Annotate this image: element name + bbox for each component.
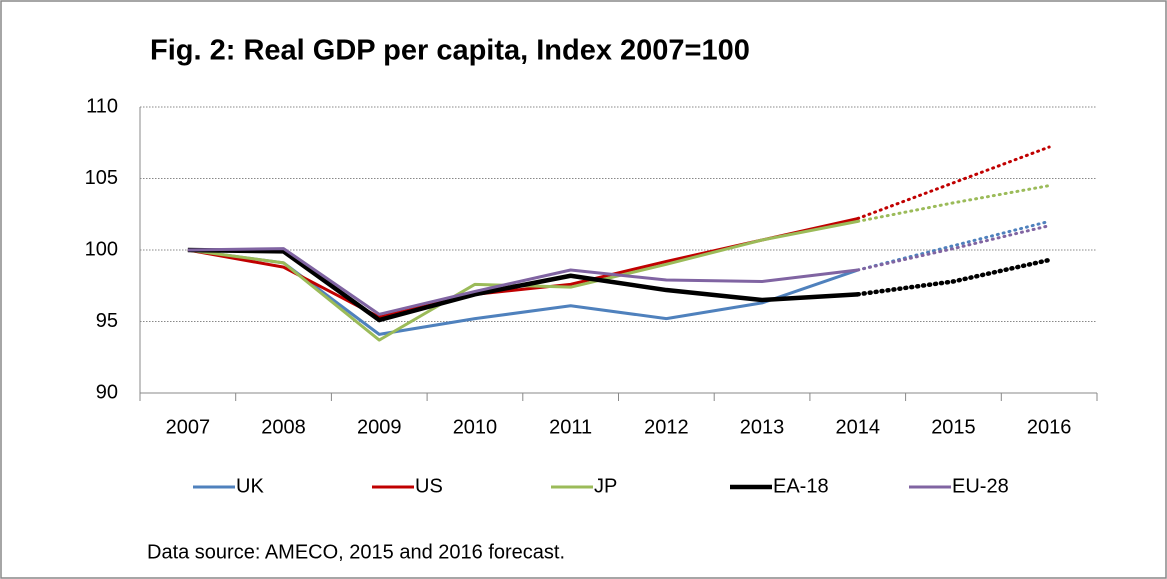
x-tick-label: 2008 xyxy=(261,416,306,438)
legend-label: EA-18 xyxy=(773,475,829,497)
forecast-line xyxy=(856,145,1051,221)
line xyxy=(187,247,858,316)
forecast-line xyxy=(856,184,1051,223)
y-tick-label: 105 xyxy=(85,167,118,189)
note: Data source: AMECO, 2015 and 2016 foreca… xyxy=(147,541,565,563)
x-tick-label: 2011 xyxy=(549,416,592,438)
legend-label: US xyxy=(415,475,443,497)
legend-label: EU-28 xyxy=(952,475,1009,497)
x-tick-label: 2015 xyxy=(931,416,976,438)
x-tick-label: 2010 xyxy=(453,416,498,438)
y-tick-label: 100 xyxy=(85,238,118,260)
y-tick-label: 110 xyxy=(86,95,118,117)
forecast-line xyxy=(855,257,1052,297)
forecast-line xyxy=(856,224,1051,272)
y-tick-label: 90 xyxy=(96,381,118,403)
x-tick-label: 2012 xyxy=(644,416,689,438)
x-tick-label: 2013 xyxy=(740,416,785,438)
y-tick-label: 95 xyxy=(96,310,118,332)
legend-label: JP xyxy=(594,475,617,497)
line xyxy=(187,247,858,323)
chart-title: Fig. 2: Real GDP per capita, Index 2007=… xyxy=(150,35,750,67)
x-tick-label: 2009 xyxy=(357,416,402,438)
x-tick-label: 2007 xyxy=(166,416,211,438)
x-tick-label: 2016 xyxy=(1027,416,1072,438)
x-tick-label: 2014 xyxy=(836,416,881,438)
legend-label: UK xyxy=(236,475,264,497)
